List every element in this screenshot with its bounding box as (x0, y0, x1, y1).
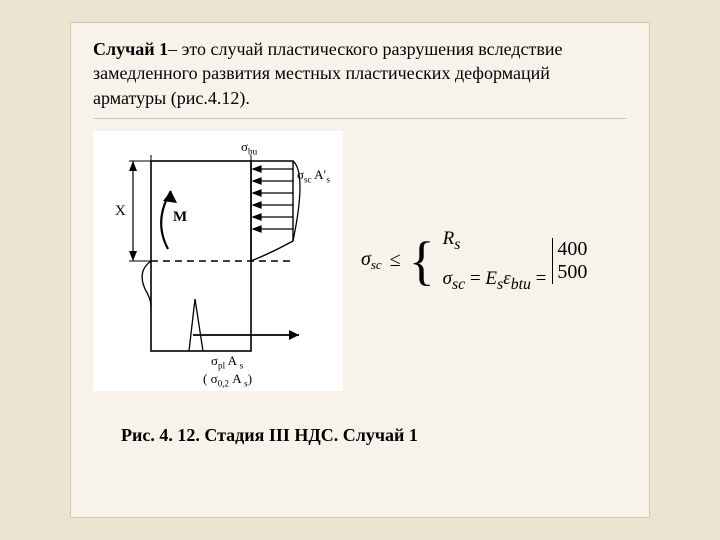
left-brace: { (409, 237, 435, 286)
case-1: Rs (443, 228, 547, 254)
formula-block: σsc ≤ { Rs σsc = Esεbtu = 400 500 (361, 228, 627, 294)
val-500: 500 (557, 261, 587, 284)
label-sigma-pl-as: σpl A s (211, 353, 243, 371)
le-symbol: ≤ (390, 249, 401, 272)
label-sigma-02-as: ( σ0,2 A s) (203, 371, 252, 389)
cases: Rs σsc = Esεbtu = (443, 228, 547, 294)
case-2: σsc = Esεbtu = (443, 268, 547, 294)
label-x: X (115, 203, 126, 220)
content-row: X M σbu σsc A′s σpl A s ( σ0,2 A s) σsc … (93, 131, 627, 391)
val-400: 400 (557, 238, 587, 261)
abs-values: 400 500 (552, 238, 587, 284)
label-m: M (173, 209, 187, 226)
intro-bold: Случай 1 (93, 39, 168, 59)
label-sigma-sc-as: σsc A′s (297, 167, 330, 185)
stress-diagram: X M σbu σsc A′s σpl A s ( σ0,2 A s) (93, 131, 343, 391)
page-card: Случай 1– это случай пластического разру… (70, 22, 650, 518)
label-sigma-bu: σbu (241, 139, 257, 157)
formula-lhs: σsc (361, 248, 382, 273)
figure-caption: Рис. 4. 12. Стадия III НДС. Случай 1 (121, 425, 627, 446)
intro-paragraph: Случай 1– это случай пластического разру… (93, 37, 627, 119)
